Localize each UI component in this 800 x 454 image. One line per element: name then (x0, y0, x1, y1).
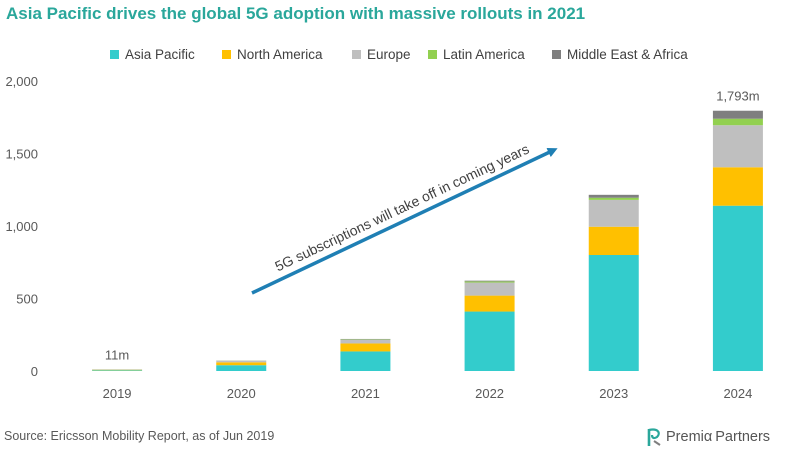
source-note: Source: Ericsson Mobility Report, as of … (4, 429, 275, 443)
legend-swatch-asia-pacific (110, 49, 119, 59)
legend-item-north-america: North America (222, 44, 323, 64)
chart-title: Asia Pacific drives the global 5G adopti… (6, 4, 586, 23)
y-tick-label: 1,500 (5, 147, 38, 162)
logo-name-left: Premiα (666, 429, 713, 445)
bar-north-america-2020 (216, 362, 267, 366)
bar-europe-2020 (216, 360, 267, 363)
bar-asia-pacific-2019 (92, 370, 143, 371)
bar-asia-pacific-2022 (464, 311, 515, 371)
x-tick-label: 2024 (723, 386, 752, 401)
logo-icon (647, 428, 661, 446)
legend-label-middle-east-africa: Middle East & Africa (567, 46, 688, 62)
legend-label-asia-pacific: Asia Pacific (125, 46, 195, 62)
bar-north-america-2021 (340, 343, 391, 352)
legend-label-latin-america: Latin America (443, 46, 525, 62)
legend: Asia Pacific North America Europe Latin … (0, 44, 800, 64)
x-tick-label: 2022 (475, 386, 504, 401)
bar-asia-pacific-2024 (712, 205, 763, 371)
bar-middle-east-africa-2023 (588, 194, 639, 198)
trend-annotation: 5G subscriptions will take off in coming… (272, 141, 531, 275)
bar-middle-east-africa-2022 (464, 280, 515, 282)
x-tick-label: 2020 (227, 386, 256, 401)
bar-asia-pacific-2021 (340, 351, 391, 371)
bar-north-america-2024 (712, 167, 763, 206)
legend-label-europe: Europe (367, 46, 411, 62)
bar-asia-pacific-2023 (588, 255, 639, 371)
bar-europe-2021 (340, 339, 391, 344)
bar-latin-america-2023 (588, 197, 639, 200)
legend-swatch-north-america (222, 49, 231, 59)
chart-plot: 0 500 1,000 1,500 2,000 2019 2020 2021 2022 2023… (5, 74, 763, 401)
legend-item-middle-east-africa: Middle East & Africa (552, 44, 688, 64)
trend-arrow (251, 148, 558, 295)
data-label-2024: 1,793m (716, 89, 759, 104)
legend-item-asia-pacific: Asia Pacific (110, 44, 195, 64)
bar-asia-pacific-2020 (216, 365, 267, 371)
x-tick-label: 2019 (103, 386, 132, 401)
bar-latin-america-2022 (464, 281, 515, 283)
x-tick-label: 2023 (599, 386, 628, 401)
y-tick-label: 1,000 (5, 219, 38, 234)
x-tick-label: 2021 (351, 386, 380, 401)
bar-europe-2024 (712, 125, 763, 168)
y-tick-label: 0 (31, 364, 38, 379)
bar-latin-america-2024 (712, 118, 763, 126)
logo-name-right: Partners (715, 429, 771, 445)
legend-swatch-middle-east-africa (552, 49, 561, 59)
legend-swatch-europe (352, 49, 361, 59)
data-label-2019: 11m (105, 347, 129, 362)
logo: Premiα Partners (646, 426, 770, 448)
bar-europe-2022 (464, 282, 515, 296)
legend-item-latin-america: Latin America (428, 44, 525, 64)
y-tick-label: 2,000 (5, 74, 38, 89)
bar-north-america-2023 (588, 226, 639, 255)
bar-north-america-2022 (464, 295, 515, 312)
legend-swatch-latin-america (428, 49, 437, 59)
legend-item-europe: Europe (352, 44, 411, 64)
legend-label-north-america: North America (237, 46, 323, 62)
bar-europe-2023 (588, 199, 639, 227)
y-tick-label: 500 (16, 292, 38, 307)
bar-middle-east-africa-2024 (712, 110, 763, 119)
